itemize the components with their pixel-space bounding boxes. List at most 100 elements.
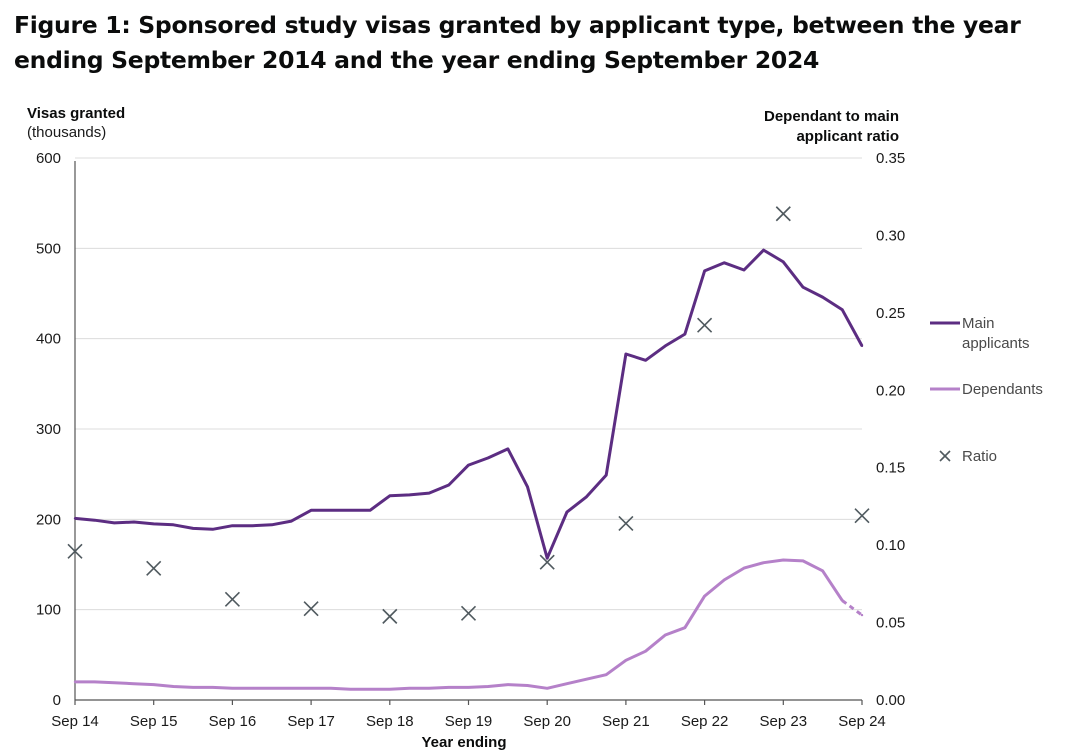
dependants-point [309, 687, 313, 690]
x-stroke [539, 554, 555, 570]
main-applicants-point [231, 524, 234, 527]
main-applicants-point [486, 456, 490, 460]
legend-label-main-applicants-1: Main [962, 315, 995, 332]
x-tick-label: Sep 20 [523, 713, 571, 730]
x-tick-label: Sep 21 [602, 713, 650, 730]
dependants-point [683, 626, 687, 629]
main-applicants-point [742, 268, 746, 272]
ratio-marker [67, 543, 83, 559]
dependants-point [486, 685, 490, 688]
dependants-point [703, 594, 706, 598]
x-stroke [697, 317, 713, 333]
dependants-point [329, 687, 332, 690]
main-applicants-point [132, 520, 136, 524]
left-tick-label: 300 [36, 421, 61, 438]
dependants-point [782, 558, 785, 562]
dependants-point [113, 681, 116, 685]
main-applicants-point [408, 493, 411, 497]
legend-label-ratio: Ratio [962, 448, 997, 465]
dependants-point [801, 559, 805, 563]
main-applicants-point [191, 527, 195, 530]
main-applicants-point [703, 269, 706, 273]
right-axis-title-line1: Dependant to main [764, 108, 899, 125]
x-tick-label: Sep 15 [130, 713, 178, 730]
main-applicants-point [546, 556, 549, 560]
dependants-point [860, 613, 864, 617]
ratio-marker [697, 317, 713, 333]
dependants-point [290, 687, 293, 690]
right-axis-ticks: 0.00 0.05 0.10 0.15 0.20 0.25 0.30 0.35 [876, 150, 905, 709]
right-tick-label: 0.10 [876, 537, 905, 554]
dependants-point [447, 686, 451, 689]
left-tick-label: 500 [36, 240, 61, 257]
right-tick-label: 0.25 [876, 305, 905, 322]
ratio-marker [146, 560, 162, 576]
ratio-marker [224, 591, 240, 607]
main-applicants-point [585, 495, 588, 498]
main-applicants-point [605, 473, 608, 477]
dependants-point [427, 687, 431, 690]
main-applicants-line [74, 248, 864, 560]
x-stroke [146, 560, 162, 576]
dependants-line [75, 558, 844, 691]
legend-ratio-x [939, 450, 951, 462]
main-applicants-point [801, 285, 805, 289]
left-tick-label: 200 [36, 511, 61, 528]
dependants-point [841, 599, 844, 602]
dependants-point [467, 686, 470, 689]
main-applicants-point [113, 521, 116, 525]
main-applicants-point [152, 522, 155, 526]
right-tick-label: 0.00 [876, 692, 905, 709]
main-applicants-point [782, 260, 785, 264]
dependants-point [172, 685, 175, 688]
dependants-point [349, 687, 352, 691]
main-applicants-point [683, 332, 687, 336]
main-applicants-point [821, 295, 824, 299]
legend: Main applicants Dependants Ratio [930, 315, 1043, 465]
dependants-point [211, 686, 214, 689]
right-axis-title-line2: applicant ratio [796, 128, 899, 145]
right-tick-label: 0.05 [876, 615, 905, 632]
x-tick-label: Sep 14 [51, 713, 99, 730]
main-applicants-point [93, 519, 96, 522]
left-tick-label: 400 [36, 331, 61, 348]
ratio-marker [618, 515, 634, 532]
dependants-point [585, 678, 588, 681]
x-axis-ticks: Sep 14 Sep 15 Sep 16 Sep 17 Sep 18 Sep 19 Sep … [51, 713, 886, 730]
dependants-point [762, 561, 765, 564]
main-applicants-point [723, 261, 726, 264]
dependants-point [231, 687, 234, 690]
left-tick-label: 600 [36, 150, 61, 167]
dependants-point [73, 680, 77, 684]
dependants-point [388, 687, 391, 691]
dependants-point [270, 687, 273, 690]
dependants-point [546, 687, 549, 690]
ratio-marker [539, 554, 555, 570]
main-applicants-point [309, 509, 313, 512]
figure-title: Figure 1: Sponsored study visas granted … [14, 11, 1021, 74]
dependants-point [526, 684, 529, 687]
x-stroke [939, 450, 951, 462]
x-tick-label: Sep 24 [838, 713, 886, 730]
gridlines [75, 157, 862, 611]
main-applicants-point [270, 523, 273, 526]
left-tick-label: 0 [53, 692, 61, 709]
axes [74, 161, 863, 705]
x-stroke [224, 591, 240, 607]
main-applicants-point [368, 509, 372, 512]
dependants-line-provisional [841, 599, 863, 617]
dependants-point [93, 680, 96, 684]
ratio-marker [382, 608, 398, 624]
main-applicants-point [624, 352, 628, 356]
dependants-point [250, 687, 254, 690]
dependants-point [742, 566, 746, 570]
main-applicants-point [211, 528, 214, 531]
dependants-point [821, 569, 824, 573]
main-applicants-point [762, 248, 765, 252]
dependants-point [723, 578, 726, 582]
legend-swatch-ratio-x-icon [939, 450, 951, 462]
x-tick-label: Sep 16 [209, 713, 257, 730]
right-tick-label: 0.35 [876, 150, 905, 167]
x-tick-label: Sep 23 [760, 713, 808, 730]
main-applicants-point [565, 510, 569, 514]
